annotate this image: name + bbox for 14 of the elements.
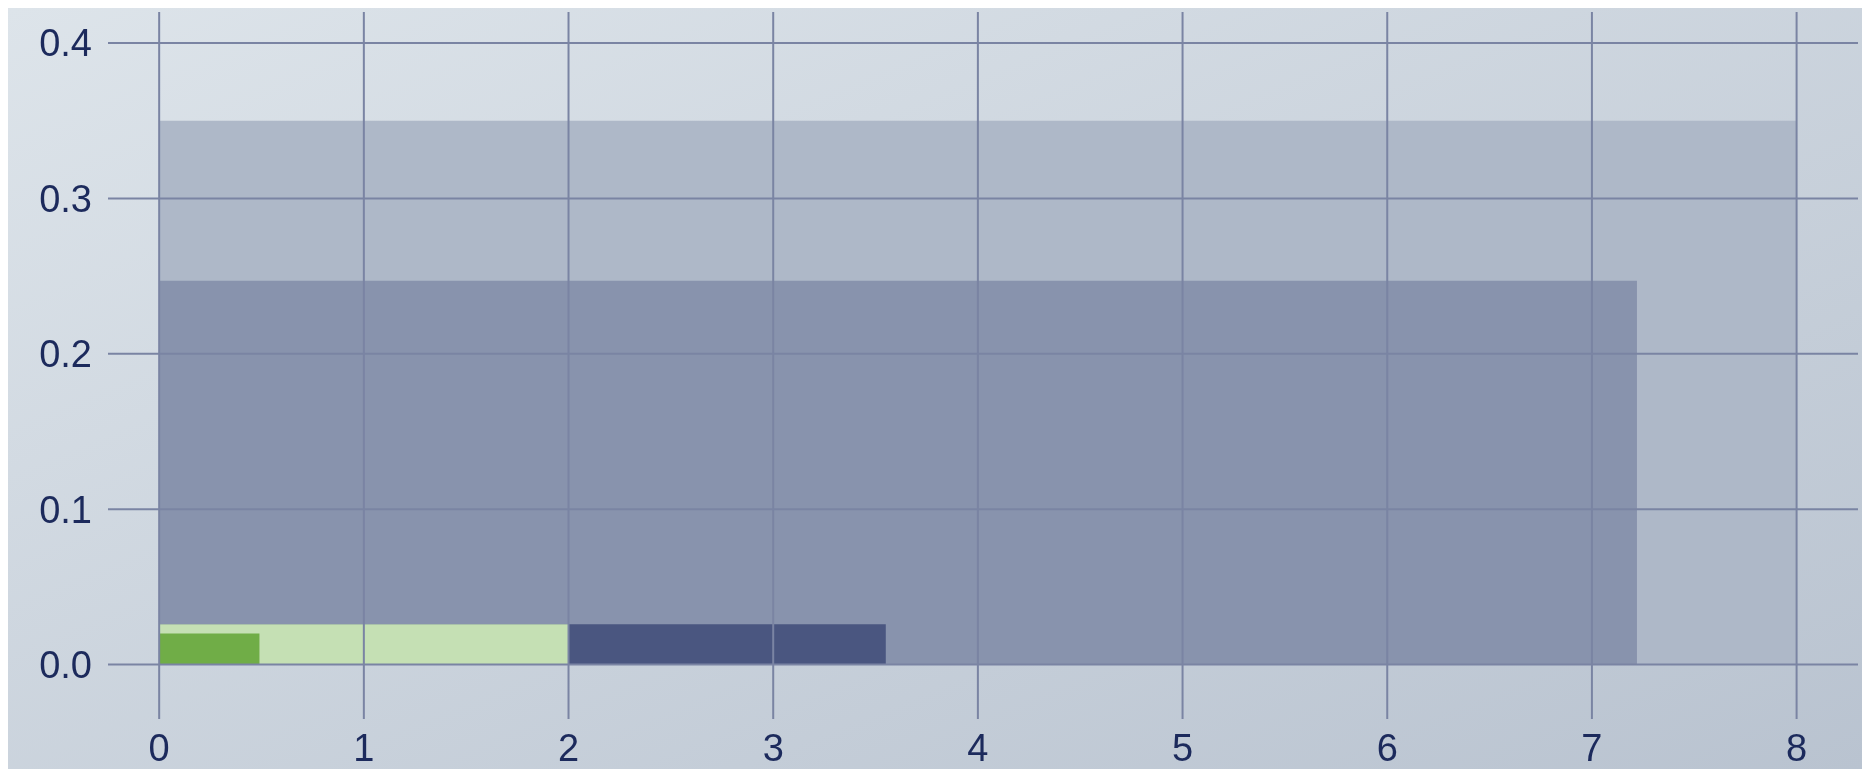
y-tick-label: 0.2 — [39, 333, 92, 376]
y-tick-label: 0.4 — [39, 22, 92, 65]
x-tick-label: 8 — [1786, 727, 1808, 769]
x-tick-label: 3 — [762, 727, 784, 769]
x-tick-label: 0 — [148, 727, 170, 769]
x-tick-label: 7 — [1581, 727, 1603, 769]
y-tick-label: 0.0 — [39, 643, 92, 686]
y-tick-label: 0.1 — [39, 488, 92, 531]
x-tick-label: 6 — [1376, 727, 1398, 769]
x-tick-label: 5 — [1171, 727, 1194, 769]
x-tick-label: 1 — [353, 727, 375, 769]
y-tick-label: 0.3 — [39, 177, 92, 220]
x-tick-label: 2 — [557, 727, 580, 769]
x-tick-label: 4 — [967, 727, 989, 769]
